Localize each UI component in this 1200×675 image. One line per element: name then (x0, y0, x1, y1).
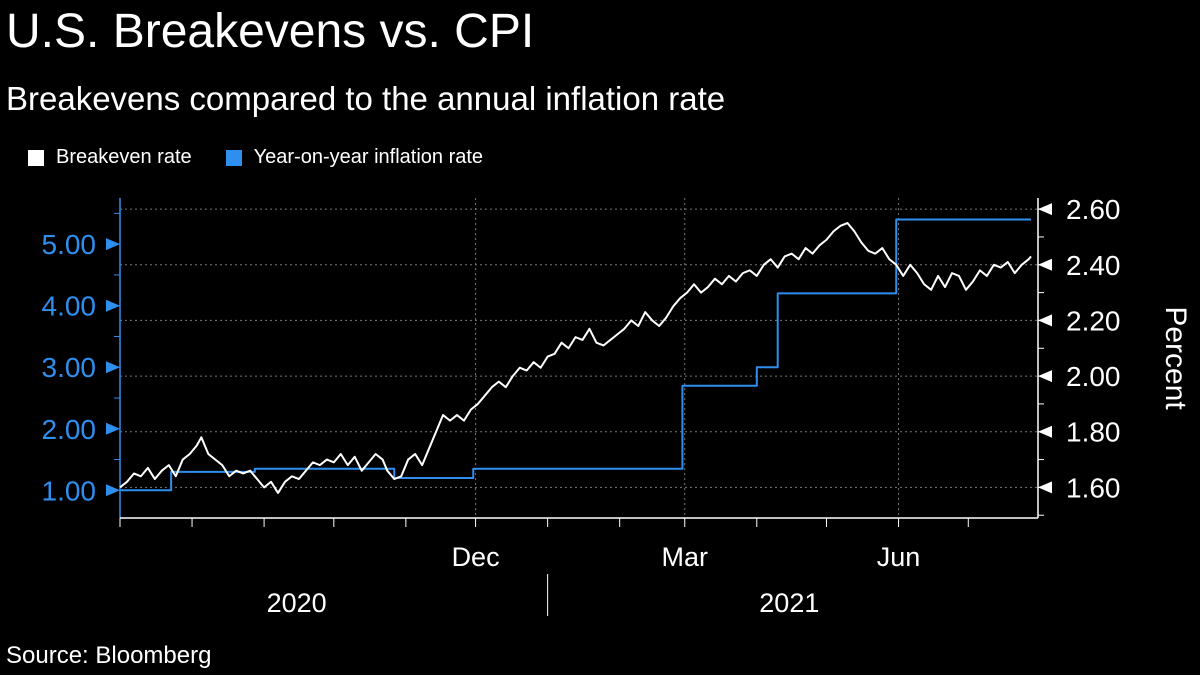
legend-swatch-inflation (225, 149, 242, 166)
left-tick-marker (106, 238, 120, 251)
right-tick-marker (1038, 314, 1052, 327)
legend-item-inflation: Year-on-year inflation rate (225, 146, 484, 169)
left-tick-label: 4.00 (42, 291, 97, 322)
right-tick-label: 1.60 (1066, 472, 1121, 503)
left-tick-label: 2.00 (42, 414, 97, 445)
chart-subtitle: Breakevens compared to the annual inflat… (6, 80, 726, 117)
x-tick-label: Jun (877, 542, 921, 572)
right-tick-marker (1038, 203, 1052, 216)
left-tick-marker (106, 422, 120, 435)
x-year-label: 2020 (267, 588, 327, 618)
source-note: Source: Bloomberg (6, 642, 212, 669)
legend-item-breakeven: Breakeven rate (28, 146, 192, 169)
left-tick-label: 3.00 (42, 352, 97, 383)
left-tick-marker (106, 361, 120, 374)
legend-swatch-breakeven (28, 149, 44, 166)
right-tick-label: 2.20 (1066, 305, 1121, 336)
left-tick-label: 1.00 (42, 475, 97, 506)
legend: Breakeven rate Year-on-year inflation ra… (28, 146, 483, 169)
right-tick-label: 2.40 (1066, 250, 1121, 281)
series-layer (119, 218, 1032, 494)
right-tick-label: 2.00 (1066, 361, 1121, 392)
left-tick-label: 5.00 (42, 229, 97, 260)
left-tick-marker (106, 299, 120, 312)
right-tick-marker (1038, 370, 1052, 383)
legend-label-breakeven: Breakeven rate (56, 146, 192, 168)
right-tick-label: 2.60 (1066, 194, 1121, 225)
chart-title: U.S. Breakevens vs. CPI (6, 5, 535, 58)
series-line-inflation (120, 218, 1032, 492)
right-tick-marker (1038, 425, 1052, 438)
legend-label-inflation: Year-on-year inflation rate (253, 146, 484, 168)
axes: 1.00 2.00 3.00 4.00 5.00 1.60 1.80 2.00 2.20 2.40… (42, 194, 1193, 618)
x-year-label: 2021 (759, 588, 819, 618)
gridlines (120, 198, 1038, 518)
right-tick-marker (1038, 258, 1052, 271)
right-axis-label: Percent (1159, 306, 1192, 410)
x-tick-label: Mar (661, 542, 708, 572)
right-tick-marker (1038, 481, 1052, 494)
x-tick-label: Dec (452, 542, 500, 572)
right-tick-label: 1.80 (1066, 417, 1121, 448)
left-tick-marker (106, 484, 120, 497)
series-line-breakeven (119, 222, 1032, 494)
